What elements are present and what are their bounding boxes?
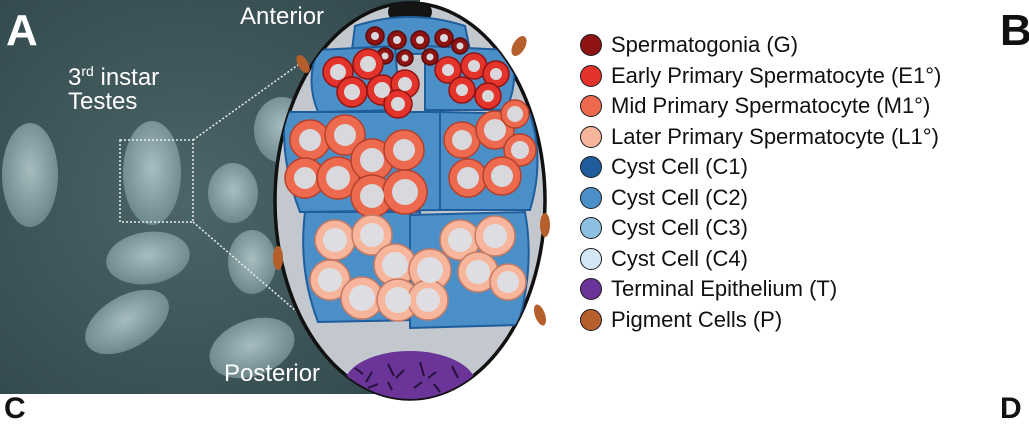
legend-item: Mid Primary Spermatocyte (M1°) <box>580 91 941 122</box>
legend-label: Cyst Cell (C4) <box>611 245 748 271</box>
micrograph-testis <box>228 230 276 294</box>
legend-item: Early Primary Spermatocyte (E1°) <box>580 61 941 92</box>
legend-label: Early Primary Spermatocyte (E1°) <box>611 62 942 88</box>
selection-box <box>119 139 194 223</box>
legend-label: Cyst Cell (C1) <box>611 154 748 180</box>
legend-label: Spermatogonia (G) <box>611 32 799 58</box>
panel-label-b: B <box>1000 6 1029 55</box>
legend-swatch <box>580 247 602 270</box>
mid-spermatocyte-cells <box>284 99 537 218</box>
legend: Spermatogonia (G) Early Primary Spermato… <box>580 30 941 335</box>
panel-label-d: D <box>1000 392 1022 425</box>
terminal-epithelium <box>344 351 476 399</box>
legend-swatch <box>580 156 602 179</box>
panel-label-c: C <box>4 392 26 425</box>
legend-item: Later Primary Spermatocyte (L1°) <box>580 122 941 153</box>
legend-label: Cyst Cell (C2) <box>611 184 748 210</box>
legend-item: Cyst Cell (C1) <box>580 152 941 183</box>
legend-swatch <box>580 34 602 57</box>
micrograph-testis <box>2 123 58 227</box>
legend-swatch <box>580 278 602 301</box>
legend-swatch <box>580 64 602 87</box>
legend-item: Pigment Cells (P) <box>580 305 941 336</box>
legend-swatch <box>580 186 602 209</box>
pigment-cells <box>273 36 550 326</box>
micrograph-testis <box>106 231 190 285</box>
legend-label: Later Primary Spermatocyte (L1°) <box>611 123 939 149</box>
testis-schematic <box>273 1 550 401</box>
instar-label: 3rd instar <box>68 63 160 91</box>
zoom-line <box>192 59 306 141</box>
legend-item: Cyst Cell (C4) <box>580 244 941 275</box>
micrograph-testis <box>208 163 258 223</box>
posterior-label: Posterior <box>224 360 321 387</box>
legend-item: Cyst Cell (C3) <box>580 213 941 244</box>
legend-swatch <box>580 125 602 148</box>
anterior-label: Anterior <box>240 3 325 30</box>
micrograph-testis <box>85 289 169 355</box>
legend-swatch <box>580 217 602 240</box>
micrograph-testis <box>209 317 295 379</box>
terminal-epithelium-pattern <box>354 361 459 393</box>
legend-item: Spermatogonia (G) <box>580 30 941 61</box>
legend-label: Mid Primary Spermatocyte (M1°) <box>611 93 931 119</box>
testes-label: Testes <box>68 88 138 115</box>
legend-label: Cyst Cell (C3) <box>611 215 748 241</box>
testis-figure <box>0 0 550 401</box>
legend-label: Terminal Epithelium (T) <box>611 276 838 302</box>
legend-swatch <box>580 95 602 118</box>
legend-item: Terminal Epithelium (T) <box>580 274 941 305</box>
legend-item: Cyst Cell (C2) <box>580 183 941 214</box>
legend-swatch <box>580 308 602 331</box>
micrograph-testis <box>123 121 181 225</box>
legend-label: Pigment Cells (P) <box>611 306 783 332</box>
panel-label-a: A <box>6 6 38 55</box>
